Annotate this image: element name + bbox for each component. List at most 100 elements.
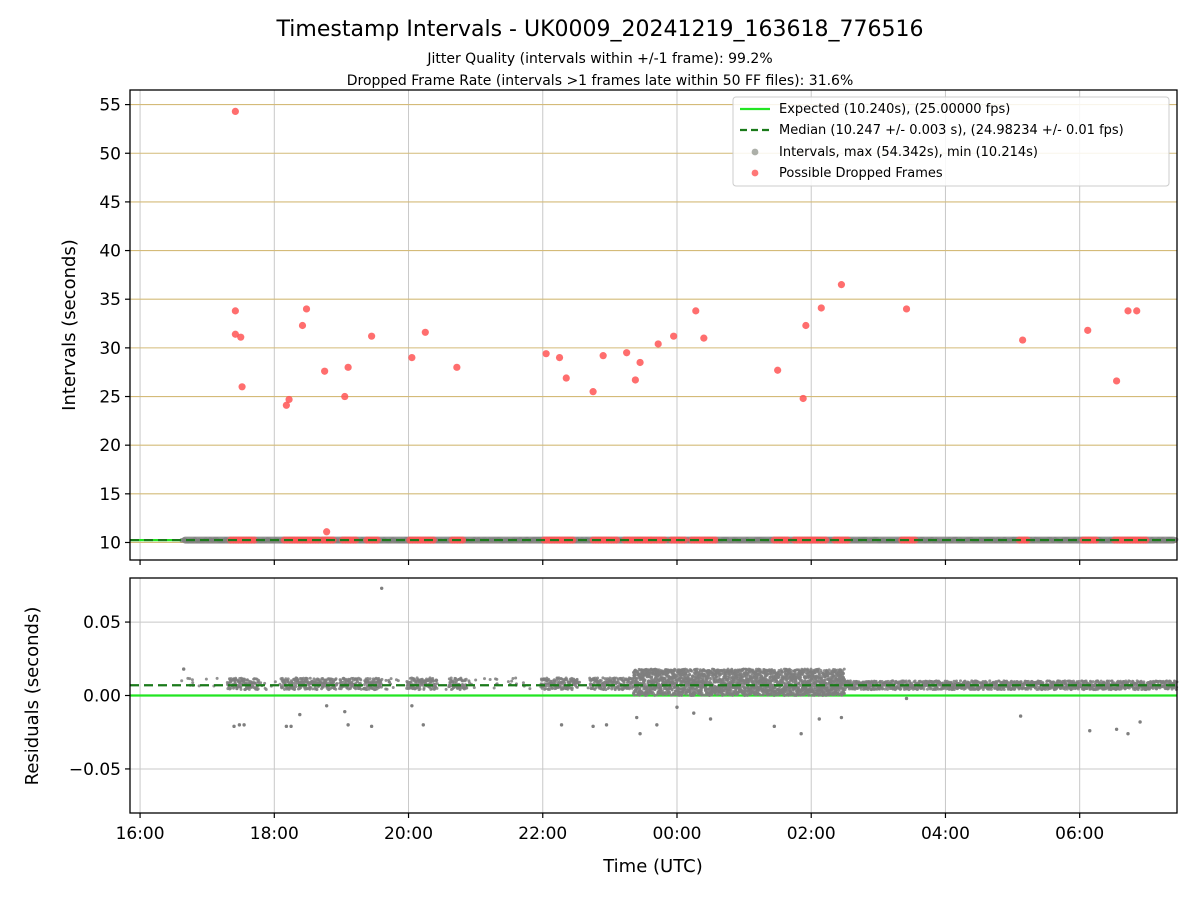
residual-point: [709, 677, 713, 681]
residual-point: [797, 681, 801, 685]
intervals-x-ticks: [139, 560, 1081, 565]
residual-point: [239, 687, 243, 691]
dropped-frame-point: [711, 536, 719, 544]
residual-point: [608, 676, 612, 680]
residual-point: [758, 693, 762, 697]
residual-point: [548, 687, 552, 691]
residual-point: [710, 693, 714, 697]
dropped-frame-point: [589, 388, 597, 396]
dropped-frame-point: [453, 363, 461, 371]
dropped-frame-point: [783, 536, 791, 544]
residual-point: [418, 687, 422, 691]
residual-point: [758, 668, 762, 672]
residual-point: [1043, 687, 1047, 691]
intervals-y-tick-label: 10: [99, 533, 121, 553]
residual-point: [356, 680, 360, 684]
residual-point: [1002, 687, 1006, 691]
residual-point: [916, 687, 920, 691]
residual-point: [714, 675, 718, 679]
residual-point: [842, 692, 846, 696]
residual-point: [688, 689, 692, 693]
residual-point: [680, 693, 684, 697]
residual-point: [334, 677, 338, 681]
residual-point: [368, 677, 372, 681]
dropped-frame-point: [817, 304, 825, 312]
residual-point: [700, 686, 704, 690]
residual-point: [981, 688, 985, 692]
residual-point: [521, 681, 525, 685]
residual-point: [699, 689, 703, 693]
residual-point: [299, 686, 303, 690]
residual-point: [550, 686, 554, 690]
dropped-frame-point: [802, 321, 810, 330]
dropped-frame-point: [599, 352, 607, 360]
residual-point: [672, 681, 676, 685]
dropped-frame-point: [902, 305, 911, 313]
dropped-frame-point: [612, 536, 621, 544]
residual-point: [818, 673, 822, 677]
residual-point: [384, 678, 388, 682]
intervals-axes-frame: [129, 89, 1178, 561]
residual-point: [798, 675, 802, 679]
intervals-y-tick-label: 20: [99, 436, 121, 456]
residual-point: [899, 687, 903, 691]
residual-point: [1034, 685, 1038, 689]
residual-point: [294, 685, 298, 689]
residual-point: [449, 676, 453, 680]
dropped-frame-point: [774, 366, 782, 374]
chart-subtitle-jitter: Jitter Quality (intervals within +/-1 fr…: [426, 51, 772, 67]
residual-point: [293, 687, 297, 691]
dropped-frame-point: [1019, 336, 1027, 344]
dropped-frame-point: [298, 321, 307, 330]
residual-point: [570, 686, 574, 690]
dropped-frame-point: [408, 353, 416, 362]
residual-point: [431, 679, 435, 683]
residual-point: [859, 687, 863, 691]
residual-point: [315, 688, 319, 692]
residual-point: [780, 669, 784, 673]
dropped-frame-point: [670, 332, 678, 340]
residual-point: [380, 677, 384, 681]
residual-point: [594, 686, 598, 690]
residual-point: [239, 685, 243, 689]
dropped-frame-point: [231, 307, 239, 315]
residual-point: [215, 676, 219, 680]
dropped-frame-point: [1112, 377, 1121, 385]
residual-point: [335, 682, 339, 686]
legend-dropped-swatch: [751, 169, 759, 177]
residual-point: [687, 670, 691, 674]
residual-point: [281, 685, 285, 689]
residual-point: [528, 687, 532, 691]
dropped-frame-point: [1124, 307, 1132, 315]
dropped-frame-point: [344, 363, 352, 371]
intervals-y-tick-label: 55: [99, 96, 121, 116]
residual-point: [458, 688, 462, 692]
residuals-panel: −0.050.000.05 16:00 18:00 20:00 22:00 00:00 0…: [22, 577, 1179, 877]
residual-point: [488, 677, 492, 681]
residual-point: [719, 672, 723, 676]
legend-dropped-label: Possible Dropped Frames: [779, 166, 943, 181]
residual-point: [341, 680, 345, 684]
residual-point: [247, 687, 251, 691]
residual-point: [688, 673, 692, 677]
intervals-y-tick-label: 30: [99, 339, 121, 359]
residual-point: [464, 677, 468, 681]
residual-point: [385, 687, 389, 691]
residual-point: [435, 686, 439, 690]
residual-point: [905, 681, 909, 685]
residual-point: [188, 677, 192, 681]
residual-point: [354, 687, 358, 691]
residual-point: [309, 685, 313, 689]
residual-point: [703, 693, 707, 697]
dropped-frame-point: [837, 281, 846, 289]
residual-point: [264, 687, 268, 691]
residual-point: [444, 687, 448, 691]
residual-point: [643, 678, 647, 682]
residual-point: [653, 688, 657, 692]
dropped-frame-point: [321, 367, 329, 375]
residual-point: [474, 678, 478, 682]
chart-subtitle-dropped: Dropped Frame Rate (intervals >1 frames …: [347, 73, 854, 89]
